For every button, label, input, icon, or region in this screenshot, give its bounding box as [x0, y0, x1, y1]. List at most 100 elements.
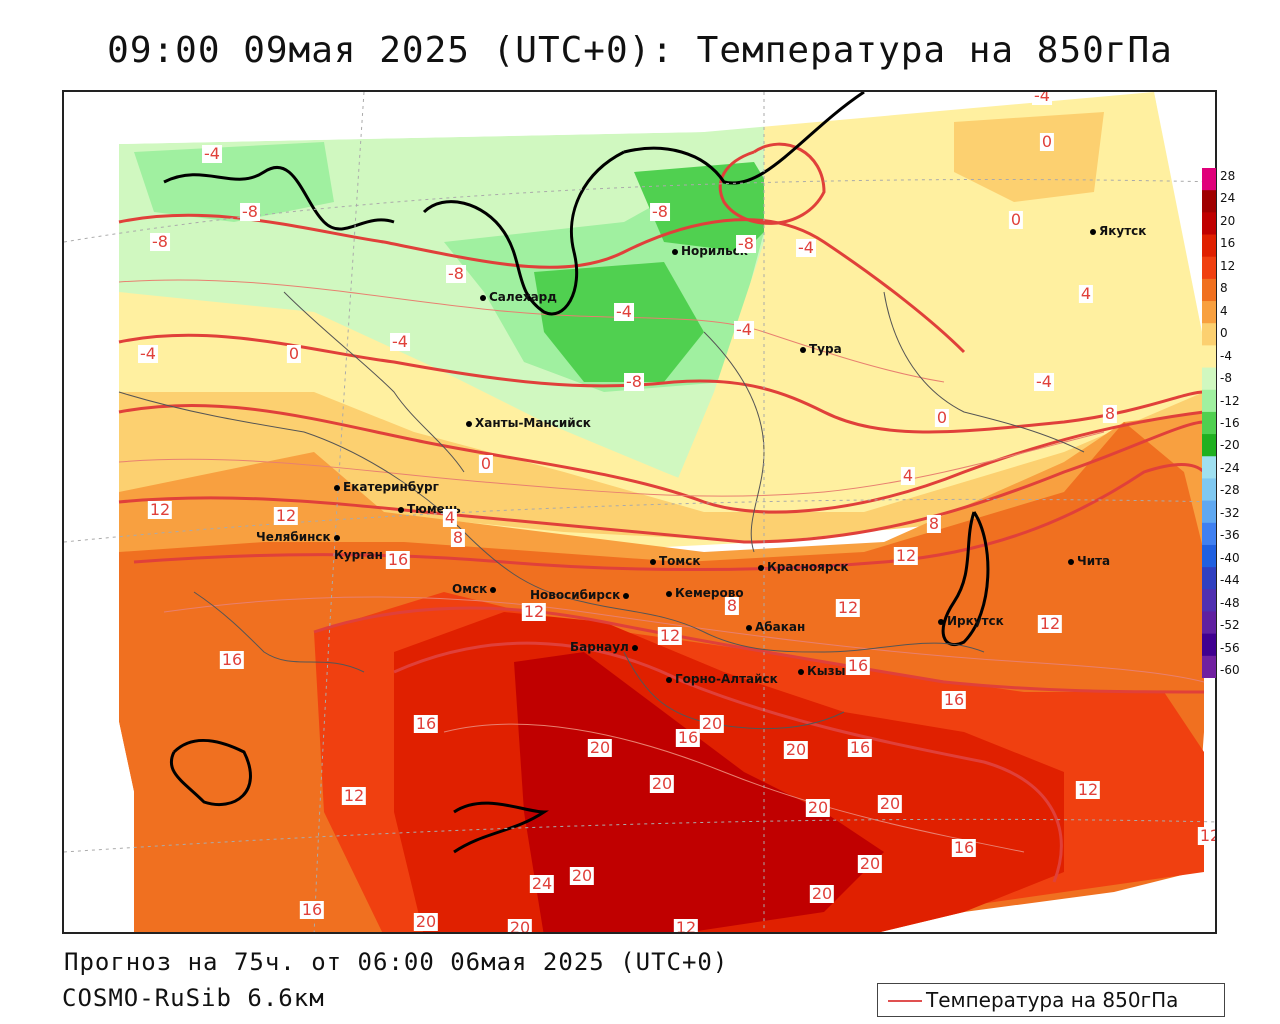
- colorbar-tick-label: -44: [1220, 573, 1240, 588]
- city-dot: [490, 586, 497, 593]
- colorbar-segment: [1202, 655, 1216, 678]
- city-tomsk: Томск: [650, 554, 701, 568]
- contour-label: 8: [724, 596, 740, 615]
- city-dot: [466, 420, 472, 427]
- band-east-warm-island: [954, 112, 1104, 202]
- contour-label: -8: [150, 232, 170, 251]
- band-coldest: [534, 262, 704, 382]
- contour-label: 4: [442, 508, 458, 527]
- domain-mask-bottom: [119, 722, 134, 932]
- colorbar-segment: [1202, 522, 1216, 546]
- colorbar-tick-label: -36: [1220, 528, 1240, 543]
- contour-label: 8: [926, 514, 942, 533]
- contour-label: -4: [1032, 92, 1052, 105]
- contour-label: 20: [809, 884, 835, 903]
- contour-label: 12: [521, 602, 547, 621]
- colorbar-segment: [1202, 367, 1216, 391]
- contour-label: -4: [614, 302, 634, 321]
- contour-label: 16: [941, 690, 967, 709]
- legend-line-swatch: [888, 1000, 922, 1002]
- colorbar-tick-label: 28: [1220, 169, 1236, 183]
- band-east-zero: [664, 92, 1204, 542]
- city-chelyabinsk: Челябинск: [256, 530, 343, 544]
- city-dot: [623, 592, 630, 599]
- contour-label: 12: [835, 598, 861, 617]
- contour-label: 16: [951, 838, 977, 857]
- contour-label: 12: [1197, 827, 1215, 845]
- colorbar-tick-label: -48: [1220, 595, 1240, 610]
- contour-label: 16: [845, 656, 871, 675]
- contour-label: 12: [341, 786, 367, 805]
- city-dot: [800, 346, 806, 353]
- band-west-green: [134, 142, 334, 222]
- contour-label: 12: [1075, 780, 1101, 799]
- colorbar-ticks: 28 24 20 16 12 8 4 0 -4 -8 -12 -16 -20 -24 -28 -32 -36 -4…: [1220, 168, 1280, 678]
- city-dot: [398, 506, 404, 513]
- city-salekhard: Салехард: [480, 290, 557, 304]
- colorbar-segment: [1202, 301, 1216, 324]
- model-info: COSMO-RuSib 6.6км: [62, 984, 325, 1012]
- city-chita: Чита: [1068, 554, 1110, 568]
- legend-label: Температура на 850гПа: [926, 988, 1179, 1012]
- colorbar-segment: [1202, 389, 1216, 413]
- colorbar-tick-label: -24: [1220, 460, 1240, 475]
- contour-label: 8: [1102, 404, 1118, 423]
- city-dot: [334, 484, 340, 491]
- contour-label: 20: [507, 919, 533, 932]
- colorbar-segment: [1202, 589, 1216, 612]
- colorbar-tick-label: -20: [1220, 438, 1240, 453]
- city-dot: [938, 618, 944, 625]
- contour-label: 20: [877, 794, 903, 813]
- city-omsk: Омск: [452, 582, 499, 596]
- band-cold-taymyr: [634, 162, 784, 252]
- colorbar-segment: [1202, 478, 1216, 502]
- colorbar-tick-label: 12: [1220, 258, 1236, 273]
- city-tura: Тура: [800, 342, 842, 356]
- contour-label: -8: [624, 372, 644, 391]
- contour-label: 4: [900, 466, 916, 485]
- contour-label: -4: [202, 144, 222, 163]
- colorbar-segment: [1202, 323, 1216, 346]
- contour-label: 12: [893, 546, 919, 565]
- domain-mask-top: [64, 92, 1154, 144]
- colorbar-segment: [1202, 278, 1216, 302]
- contour-label: 20: [857, 854, 883, 873]
- colorbar-tick-label: 16: [1220, 236, 1236, 251]
- contour-label: -4: [796, 238, 816, 257]
- city-yekaterinburg: Екатеринбург: [334, 480, 439, 494]
- city-dot: [758, 564, 764, 571]
- map-title: 09:00 09мая 2025 (UTC+0): Температура на…: [107, 30, 1173, 71]
- city-dot: [746, 624, 752, 631]
- contour-label: -8: [240, 202, 260, 221]
- isotherm-minor: [118, 279, 1205, 853]
- city-dot: [666, 676, 672, 683]
- contour-label: 4: [1078, 284, 1094, 303]
- colorbar-segment: [1202, 456, 1216, 479]
- colorbar-segment: [1202, 256, 1216, 280]
- contour-label: 20: [783, 740, 809, 759]
- contour-label: 12: [273, 506, 299, 525]
- colorbar-segment: [1202, 611, 1216, 635]
- isotherm-contours: [118, 142, 1206, 883]
- city-abakan: Абакан: [746, 620, 805, 634]
- contour-label: 16: [219, 650, 245, 669]
- colorbar-segment: [1202, 234, 1216, 258]
- admin-borders: [118, 291, 1085, 730]
- contour-label: 16: [385, 550, 411, 569]
- band-4: [119, 392, 1204, 552]
- city-norilsk: Норильск: [672, 244, 748, 258]
- contour-label: 0: [1039, 132, 1055, 151]
- contour-label: 20: [649, 774, 675, 793]
- colorbar-tick-label: 8: [1220, 281, 1228, 296]
- contour-label: 12: [657, 626, 683, 645]
- colorbar-tick-label: 4: [1220, 303, 1228, 318]
- city-kyzyl: Кызыл: [798, 664, 854, 678]
- map-area: Якутск Норильск Салехард Тура Ханты-Манс…: [62, 90, 1217, 934]
- colorbar-tick-label: -56: [1220, 640, 1240, 655]
- contour-label: 16: [413, 714, 439, 733]
- city-dot: [666, 590, 672, 597]
- contour-label: 16: [847, 738, 873, 757]
- colorbar-segment: [1202, 345, 1216, 369]
- colorbar-tick-label: -28: [1220, 483, 1240, 498]
- city-dot: [333, 534, 340, 541]
